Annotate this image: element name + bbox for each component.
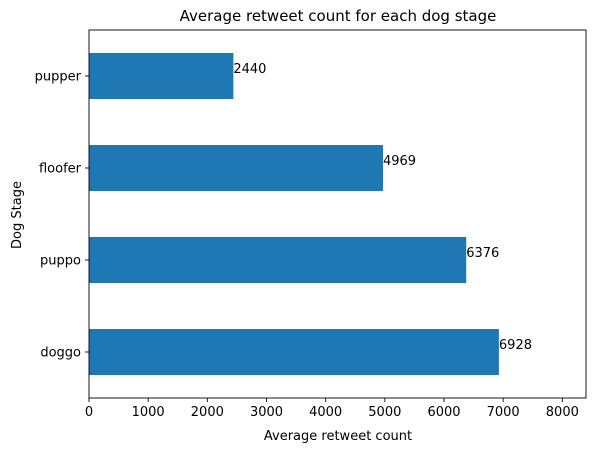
x-tick-label: 5000 xyxy=(368,405,401,420)
y-tick-label-doggo: doggo xyxy=(40,346,81,361)
bar-floofer xyxy=(89,145,383,191)
data-label-puppo: 6376 xyxy=(466,246,499,261)
x-tick-label: 0 xyxy=(85,405,93,420)
y-axis-ticks: doggo puppo floofer pupper xyxy=(35,70,89,361)
y-tick-label-pupper: pupper xyxy=(35,70,82,85)
x-axis-ticks: 0 1000 2000 3000 4000 5000 6000 7000 8000 xyxy=(85,398,579,420)
bar-labels-group: 6928 6376 4969 2440 xyxy=(233,62,532,353)
x-tick-label: 2000 xyxy=(191,405,224,420)
data-label-pupper: 2440 xyxy=(233,62,266,77)
chart-title: Average retweet count for each dog stage xyxy=(180,7,497,25)
bars-group xyxy=(89,53,499,375)
data-label-doggo: 6928 xyxy=(499,338,532,353)
y-tick-label-puppo: puppo xyxy=(40,254,81,269)
x-axis-label: Average retweet count xyxy=(264,429,412,444)
y-axis-label: Dog Stage xyxy=(10,181,25,249)
x-tick-label: 8000 xyxy=(546,405,579,420)
x-tick-label: 6000 xyxy=(427,405,460,420)
bar-doggo xyxy=(89,329,499,375)
bar-pupper xyxy=(89,53,234,99)
plot-area-frame xyxy=(88,29,587,399)
x-tick-label: 3000 xyxy=(250,405,283,420)
bar-puppo xyxy=(89,237,467,283)
x-tick-label: 1000 xyxy=(132,405,165,420)
data-label-floofer: 4969 xyxy=(383,154,416,169)
x-tick-label: 4000 xyxy=(309,405,342,420)
y-tick-label-floofer: floofer xyxy=(39,162,82,177)
x-tick-label: 7000 xyxy=(487,405,520,420)
